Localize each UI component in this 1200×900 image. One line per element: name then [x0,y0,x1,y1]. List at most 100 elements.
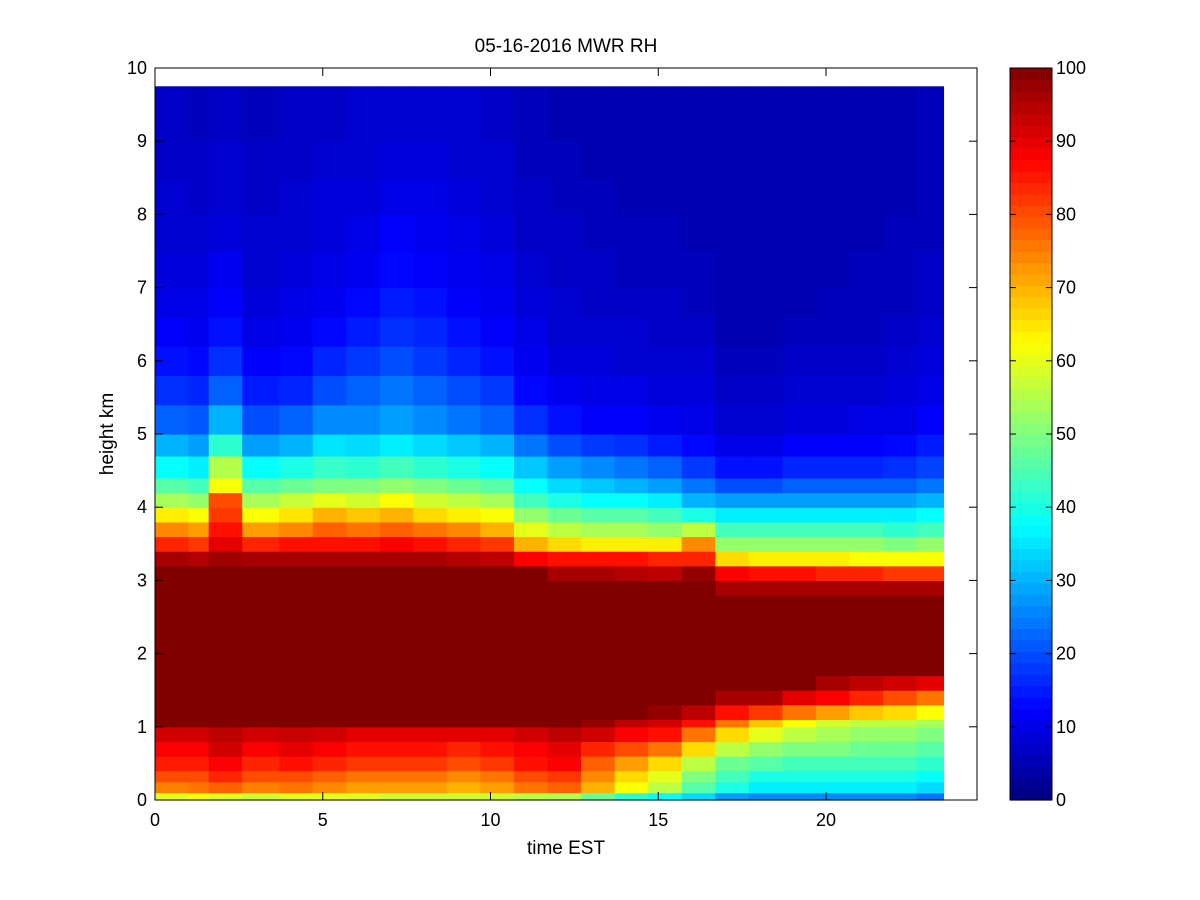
heatmap-cell [346,375,381,406]
heatmap-cell [715,375,750,406]
heatmap-cell [242,434,280,457]
heatmap-cell [446,675,482,691]
heatmap-cell [581,726,616,743]
heatmap-cell [346,719,381,728]
heatmap-cell [581,741,616,757]
heatmap-cell [681,741,716,757]
colorbar-segment [1010,456,1052,469]
heatmap-cell [883,580,918,596]
heatmap-cell [547,287,582,318]
heatmap-cell [413,741,448,757]
heatmap-cell [715,719,750,728]
heatmap-cell [242,675,280,691]
heatmap-cell [312,455,347,479]
heatmap-cell [242,521,280,538]
heatmap-cell [782,455,817,479]
heatmap-cell [849,719,884,728]
heatmap-cell [748,404,783,435]
heatmap-cell [581,316,616,347]
heatmap-cell [279,690,314,706]
heatmap-cell [883,521,918,538]
heatmap-cell [379,177,414,215]
heatmap-cell [379,287,414,318]
heatmap-cell [715,792,750,801]
heatmap-cell [188,741,210,757]
heatmap-cell [279,404,314,435]
heatmap-cell [883,507,918,523]
heatmap-cell [188,792,210,801]
heatmap-cell [815,675,851,691]
heatmap-cell [514,719,549,728]
heatmap-cell [346,346,381,377]
heatmap-cell [208,551,243,567]
heatmap-cell [208,177,243,215]
heatmap-cell [208,287,243,318]
heatmap-cell [312,704,347,721]
heatmap-cell [581,177,616,215]
heatmap-cell [379,675,414,691]
heatmap-cell [480,316,515,347]
heatmap-cell [681,404,716,435]
heatmap-cell [748,477,783,494]
heatmap-cell [312,214,347,252]
heatmap-cell [581,565,616,581]
heatmap-cell [155,653,190,677]
heatmap-cell [279,287,314,318]
heatmap-cell [815,690,851,706]
heatmap-cell [715,675,750,691]
heatmap-cell [648,551,683,567]
heatmap-cell [514,287,549,318]
heatmap-cell [279,617,314,655]
heatmap-cell [815,477,851,494]
heatmap-cell [312,653,347,677]
heatmap-cell [614,617,649,655]
heatmap-cell [279,477,314,494]
heatmap-cell [346,792,381,801]
heatmap-cell [379,551,414,567]
heatmap-cell [916,617,945,655]
heatmap-cell [581,86,616,142]
heatmap-cell [916,455,945,479]
x-axis: 0 5 10 15 20 [150,68,836,830]
heatmap-cell [514,492,549,508]
heatmap-cell [748,741,783,757]
heatmap-cell [312,507,347,523]
heatmap-cell [748,521,783,538]
heatmap-cell [581,551,616,567]
heatmap-cell [681,719,716,728]
heatmap-cell [547,521,582,538]
heatmap-cell [208,455,243,479]
heatmap-cell [782,595,817,618]
colorbar-segment [1010,296,1052,309]
heatmap-cell [849,565,884,581]
heatmap-cell [614,551,649,567]
heatmap-cell [346,86,381,142]
heatmap-cell [581,617,616,655]
colorbar-tick-label: 40 [1056,497,1076,517]
heatmap-cell [312,741,347,757]
x-tick-label: 5 [318,810,328,830]
heatmap-cell [748,617,783,655]
heatmap-cell [208,580,243,596]
heatmap-cell [748,507,783,523]
heatmap-cell [413,617,448,655]
heatmap-cell [715,404,750,435]
heatmap-cell [155,551,190,567]
heatmap-cell [916,792,945,801]
colorbar-segment [1010,628,1052,641]
heatmap-cell [446,726,482,743]
heatmap-cell [849,434,884,457]
heatmap-cell [514,781,549,794]
heatmap-cell [279,770,314,783]
heatmap-cell [208,536,243,552]
heatmap-cell [782,214,817,252]
heatmap-cell [312,675,347,691]
heatmap-cell [514,141,549,179]
y-tick-label: 9 [137,131,147,151]
heatmap-cell [782,719,817,728]
heatmap-cell [849,617,884,655]
heatmap-cell [312,434,347,457]
heatmap-cell [916,690,945,706]
heatmap-cell [782,492,817,508]
heatmap-cell [614,580,649,596]
